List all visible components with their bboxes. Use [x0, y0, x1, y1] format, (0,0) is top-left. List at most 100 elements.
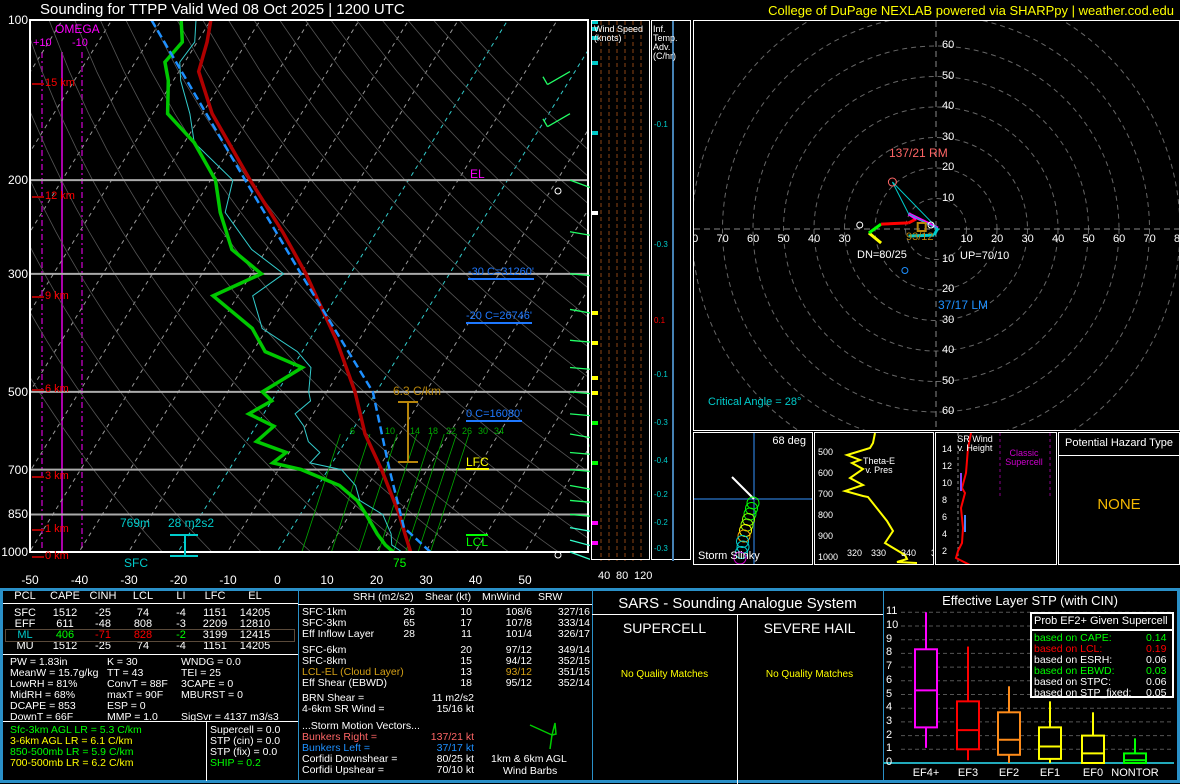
storm-slinky-panel: 68 deg Storm Slinky [693, 432, 813, 565]
temp-adv-title: Inf. Temp. Adv. (C/hr) [653, 24, 678, 61]
thermo-cell: 1512 [52, 607, 78, 619]
srwind-plot [954, 433, 1051, 564]
mixing-ratio-line [392, 433, 433, 552]
index-value: MBURST = 0 [181, 689, 243, 701]
thetae-pressure-label: 1000 [818, 552, 839, 562]
dry-adiabat [407, 20, 588, 204]
kinematic-cell: 95/12 [505, 677, 532, 689]
index-value: PW = 1.83in [10, 656, 68, 668]
hodo-trace-segment [908, 233, 935, 238]
stp-ytick: 5 [886, 687, 893, 700]
kinematic-cell: 352/14 [557, 677, 590, 689]
hodo-ring-label: 30 [942, 313, 955, 326]
dry-adiabat [48, 20, 461, 552]
isotherm [523, 448, 588, 552]
temp-adv-column: Inf. Temp. Adv. (C/hr) -0.1 -0.3 0.1 -0.1 -0… [651, 20, 691, 561]
srwind-panel: SR Wind v. Height Classic Supercell 2 4 6 8… [935, 432, 1057, 565]
prob-label: based on LCL: [1034, 643, 1103, 655]
thermo-divider [3, 654, 298, 655]
temp-axis-label: 50 [518, 573, 532, 587]
isotherm [30, 20, 360, 552]
prob-label: based on CAPE: [1034, 632, 1112, 644]
slinky-ring [736, 535, 749, 548]
hodograph-panel: 10 10 10 20 20 20 30 30 30 30 40 40 40 40 50 50 50 50 60 60… [693, 20, 1180, 431]
stp-category-label: EF4+ [912, 767, 940, 779]
sars-hail-result: No Quality Matches [765, 669, 854, 680]
composite-index: STP (fix) = 0.0 [210, 746, 278, 758]
thermo-divider [3, 603, 298, 604]
kinematic-header: MnWind [482, 591, 521, 603]
storm-motion-label: Corfidi Downshear = [302, 753, 398, 765]
wind-speed-bar [592, 541, 598, 545]
kinematic-row-label: LCL-EL (Cloud Layer) [302, 666, 404, 678]
wind-barb [569, 513, 590, 517]
hodo-ring-label: 50 [1082, 233, 1095, 245]
wind-speed-title: Wind Speed (knots) [594, 24, 644, 43]
eff-inflow-depth: 769m [120, 516, 151, 530]
temp-adv-value: -0.2 [654, 518, 668, 527]
mixing-ratio-line [358, 433, 398, 552]
height-label: 6 km [45, 383, 69, 395]
storm-motion-value: 80/25 kt [436, 753, 474, 765]
kinematic-cell: 94/12 [505, 655, 532, 667]
wind-barb [547, 70, 571, 86]
wind-speed-bar [592, 376, 598, 380]
temp-axis-label: -30 [120, 573, 138, 587]
wind-barb [569, 551, 590, 560]
thermo-cell: 1151 [203, 607, 227, 619]
prob-divider [1032, 629, 1172, 631]
sars-hail-header: SEVERE HAIL [763, 620, 856, 636]
isotherm [78, 20, 410, 552]
wind-speed-bar [592, 27, 598, 31]
wind-speed-bar [592, 61, 598, 65]
index-value: SigSvr = 4137 m3/s3 [181, 711, 279, 723]
kinematic-cell: 65 [403, 617, 415, 629]
storm-motion-value: 70/10 kt [436, 764, 474, 776]
wind-speed-bar [592, 391, 598, 395]
temp-adv-value: -0.2 [654, 490, 668, 499]
thermo-cell: -48 [95, 618, 111, 630]
composite-index: STP (cin) = 0.0 [210, 735, 281, 747]
corfidi-down-label: DN=80/25 [857, 249, 907, 261]
index-value: maxT = 90F [107, 689, 164, 701]
slinky-plot [694, 433, 812, 564]
hodo-ring-label: 60 [1113, 233, 1126, 245]
thermo-header: LCL [132, 590, 154, 602]
prob-value: 0.06 [1146, 676, 1167, 688]
thermo-divider [3, 721, 298, 722]
thetae-pressure-label: 600 [818, 468, 834, 478]
dry-adiabat [30, 311, 213, 552]
sr-wind-label: 4-6km SR Wind = [302, 703, 385, 715]
dry-adiabat [458, 20, 588, 150]
thermo-cell: 74 [136, 607, 150, 619]
wind-barbs-1km-6km [529, 722, 557, 750]
thermo-header: CINH [89, 590, 117, 602]
hodo-ring [694, 21, 1179, 430]
stp-ytick: 0 [886, 756, 893, 768]
omega-title: OMEGA [55, 22, 100, 36]
thermo-header: LI [176, 590, 186, 602]
wind-speed-bar [592, 36, 598, 40]
barbs-caption: 1km & 6km AGL [491, 753, 567, 765]
wind-speed-bar [592, 461, 598, 465]
srwind-height-label: 4 [942, 529, 948, 539]
thetae-pressure-label: 500 [818, 447, 834, 457]
wind-tick-80: 80 [616, 570, 629, 582]
height-label: 1 km [45, 523, 69, 535]
temperature-line [196, 20, 413, 552]
mean-wind-marker [916, 222, 927, 232]
hodo-trace-segment [881, 221, 909, 226]
index-value: MidRH = 68% [10, 689, 76, 701]
wind-barb [547, 113, 571, 128]
wind-speed-bar [592, 311, 598, 315]
dry-adiabat [151, 20, 588, 506]
kinematic-cell: 326/17 [557, 628, 590, 640]
mixing-ratio-line [417, 433, 457, 552]
dry-adiabat [202, 20, 588, 440]
index-value: TEI = 25 [181, 667, 221, 679]
thetae-axis-label: 350 [931, 549, 933, 558]
hodo-ring-label: 20 [942, 283, 955, 295]
wind-barb [569, 308, 590, 314]
dry-adiabat [125, 20, 588, 539]
thermo-cell: 406 [55, 629, 75, 641]
